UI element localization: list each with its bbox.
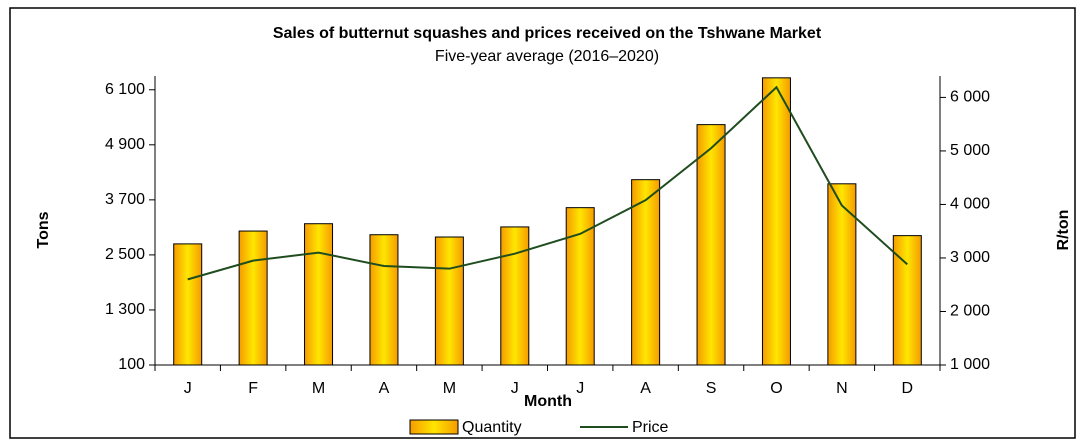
bar <box>304 223 334 366</box>
legend-label: Quantity <box>462 419 522 436</box>
frame <box>9 7 1076 439</box>
x-tick-label: S <box>706 380 717 397</box>
y2-tick-label: 2 000 <box>950 303 990 320</box>
y-tick-label: 2 500 <box>105 246 145 263</box>
y2-tick-label: 4 000 <box>950 196 990 213</box>
x-tick-label: J <box>184 380 192 397</box>
y2-tick-label: 5 000 <box>950 142 990 159</box>
bar <box>500 226 530 366</box>
bar <box>565 207 595 366</box>
x-tick-label: N <box>836 380 848 397</box>
legend-label: Price <box>632 419 669 436</box>
y2-axis-label: R/ton <box>1055 210 1072 251</box>
y-tick-label: 4 900 <box>105 136 145 153</box>
chart-subtitle: Five-year average (2016–2020) <box>435 48 659 65</box>
bar <box>369 234 399 366</box>
y-tick-label: 6 100 <box>105 81 145 98</box>
y-axis-label: Tons <box>35 211 52 248</box>
x-tick-label: M <box>312 380 325 397</box>
bar <box>173 243 203 366</box>
bar <box>696 124 726 366</box>
x-tick-label: A <box>379 380 390 397</box>
legend-swatch <box>409 419 459 435</box>
bar <box>238 230 268 366</box>
price-line <box>187 85 908 281</box>
bar <box>761 77 791 366</box>
x-tick-label: J <box>576 380 584 397</box>
y-tick-label: 100 <box>118 356 145 373</box>
y2-tick-label: 3 000 <box>950 249 990 266</box>
x-tick-label: F <box>248 380 258 397</box>
x-tick-label: D <box>902 380 914 397</box>
x-tick-label: J <box>511 380 519 397</box>
bar <box>827 183 857 366</box>
y-tick-label: 1 300 <box>105 301 145 318</box>
y2-tick-label: 6 000 <box>950 89 990 106</box>
bar <box>631 179 661 366</box>
x-axis-label: Month <box>524 393 572 410</box>
x-tick-label: M <box>443 380 456 397</box>
y2-tick-label: 1 000 <box>950 356 990 373</box>
bar <box>434 236 464 366</box>
chart-title: Sales of butternut squashes and prices r… <box>273 25 822 42</box>
x-tick-label: A <box>640 380 651 397</box>
x-tick-label: O <box>770 380 782 397</box>
y-tick-label: 3 700 <box>105 191 145 208</box>
